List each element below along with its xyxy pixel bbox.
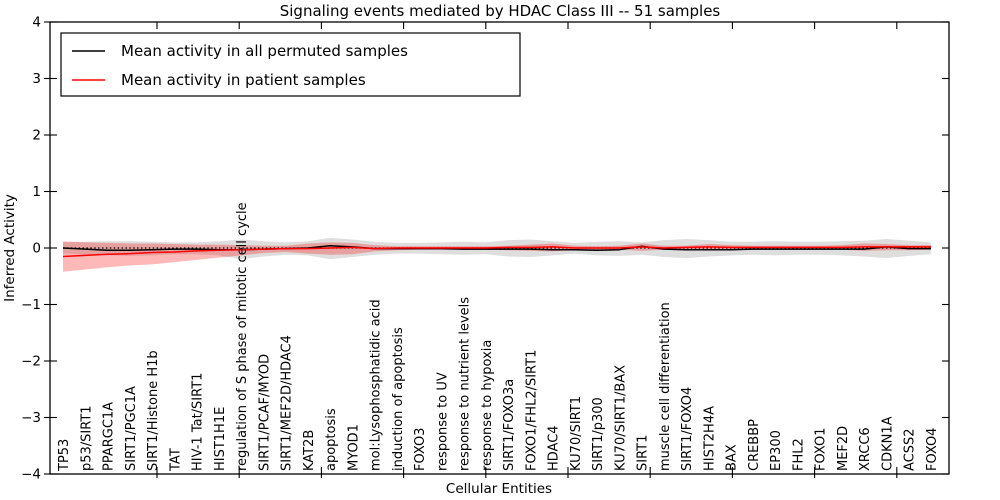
x-tick-label: EP300	[769, 430, 784, 471]
x-tick-label: KU70/SIRT1	[569, 396, 584, 471]
axes-spines-and-ticks	[44, 21, 950, 478]
x-tick-label: apoptosis	[324, 408, 339, 471]
x-tick-label: SIRT1	[636, 435, 651, 471]
y-tick-label: 0	[32, 241, 41, 257]
y-tick-label: 2	[32, 128, 41, 144]
x-tick-label: mol:Lysophosphatidic acid	[369, 299, 384, 471]
x-tick-label: FOXO1	[814, 428, 829, 471]
x-tick-label: XRCC6	[858, 427, 873, 471]
x-tick-label: HIST2H4A	[702, 406, 717, 471]
x-tick-label: SIRT1/Histone H1b	[146, 350, 161, 471]
series-lines	[62, 244, 931, 258]
legend-label-patient: Mean activity in patient samples	[121, 71, 366, 89]
y-tick-label: −1	[21, 297, 41, 313]
x-tick-label: SIRT1/FOXO3a	[502, 379, 517, 471]
x-tick-label: CDKN1A	[880, 416, 895, 471]
x-tick-label: response to nutrient levels	[458, 297, 473, 471]
x-tick-label: FOXO4	[925, 428, 940, 471]
y-axis-label: Inferred Activity	[2, 194, 18, 302]
x-tick-label: HDAC4	[547, 425, 562, 471]
confidence-bands	[63, 237, 931, 272]
x-tick-label: SIRT1/PGC1A	[124, 386, 139, 471]
x-tick-label: TAT	[168, 448, 183, 472]
x-tick-labels: TP53 p53/SIRT1 PPARGC1A SIRT1/PGC1A SIRT1/Hi…	[57, 202, 940, 472]
x-tick-label: MYOD1	[346, 424, 361, 471]
x-tick-label: HIST1H1E	[213, 407, 228, 471]
y-tick-label: −2	[21, 354, 41, 370]
x-tick-label: response to hypoxia	[480, 340, 495, 471]
x-tick-label: KU70/SIRT1/BAX	[613, 365, 628, 471]
chart-title: Signaling events mediated by HDAC Class …	[280, 2, 721, 20]
legend: Mean activity in all permuted samples Me…	[60, 32, 521, 97]
y-tick-label: −3	[21, 410, 41, 426]
x-tick-label: HIV-1 Tat/SIRT1	[191, 373, 206, 471]
x-tick-label: muscle cell differentiation	[658, 302, 673, 471]
line-patient-mean	[62, 246, 931, 258]
x-tick-label: FHL2	[791, 438, 806, 471]
x-tick-label: BAX	[725, 444, 740, 471]
legend-box	[60, 32, 521, 97]
x-tick-label: induction of apoptosis	[391, 327, 406, 471]
y-tick-labels: 4 3 2 1 0 −1 −2 −3 −4	[21, 15, 41, 483]
y-tick-label: 3	[32, 71, 41, 87]
x-tick-label: KAT2B	[302, 430, 317, 471]
x-axis-label: Cellular Entities	[446, 481, 552, 497]
y-tick-label: 4	[32, 15, 41, 31]
x-tick-label: CREBBP	[747, 419, 762, 471]
x-tick-label: ACSS2	[903, 428, 918, 471]
x-tick-label: p53/SIRT1	[79, 405, 94, 471]
y-tick-label: 1	[32, 184, 41, 200]
y-tick-label: −4	[21, 467, 41, 483]
x-tick-label: regulation of S phase of mitotic cell cy…	[235, 202, 250, 471]
x-tick-label: SIRT1/p300	[591, 397, 606, 471]
x-tick-label: MEF2D	[836, 426, 851, 471]
x-tick-label: FOXO1/FHL2/SIRT1	[524, 350, 539, 471]
x-tick-label: response to UV	[435, 372, 450, 471]
x-tick-label: SIRT1/MEF2D/HDAC4	[280, 335, 295, 471]
x-tick-label: PPARGC1A	[102, 402, 117, 471]
x-tick-label: FOXO3	[413, 428, 428, 471]
legend-label-permuted: Mean activity in all permuted samples	[121, 42, 408, 60]
x-tick-label: TP53	[57, 439, 72, 472]
x-tick-label: SIRT1/PCAF/MYOD	[257, 354, 272, 471]
line-permuted-mean	[62, 244, 931, 252]
x-tick-label: SIRT1/FOXO4	[680, 387, 695, 471]
